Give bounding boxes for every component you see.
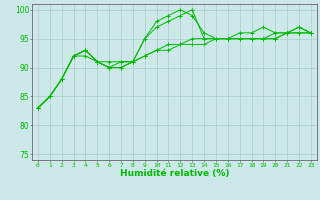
X-axis label: Humidité relative (%): Humidité relative (%) xyxy=(120,169,229,178)
